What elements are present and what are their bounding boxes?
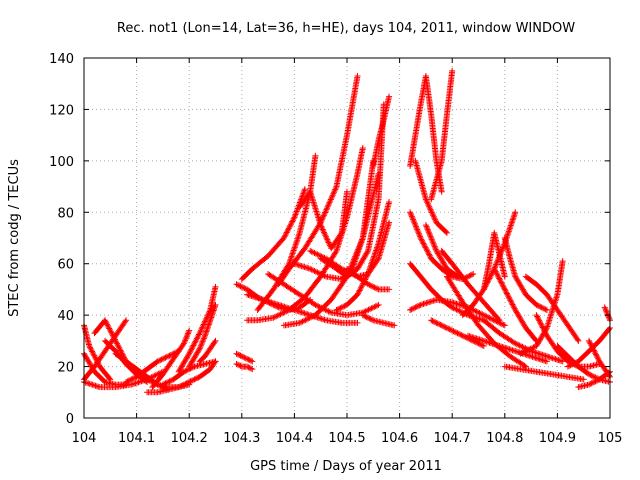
ticks: 104 104.1 104.2 104.3 104.4 104.5 104.6 104.7 10… <box>49 52 622 446</box>
series-track <box>159 358 219 388</box>
series-markers <box>186 301 219 370</box>
series-track <box>428 317 487 349</box>
x-tick-label: 104.8 <box>486 431 523 446</box>
series-track <box>149 327 193 391</box>
series-markers <box>491 265 540 344</box>
series-track <box>144 358 219 396</box>
series-track <box>586 337 613 380</box>
series-markers <box>149 327 193 391</box>
series-track <box>370 93 393 169</box>
series-track <box>175 283 219 375</box>
series-markers <box>522 273 582 344</box>
data-layer <box>81 67 613 396</box>
series-track <box>296 188 350 252</box>
series-track <box>233 361 256 373</box>
series-track <box>480 229 508 293</box>
series-markers <box>370 93 393 169</box>
series-track <box>412 157 450 236</box>
series-markers <box>233 350 256 365</box>
y-tick-label: 80 <box>57 206 74 221</box>
y-tick-label: 100 <box>49 155 74 170</box>
series-markers <box>501 235 550 313</box>
series-markers <box>159 358 219 388</box>
series-track <box>501 235 550 313</box>
series-markers <box>196 337 219 365</box>
series-track <box>422 222 461 280</box>
series-track <box>501 363 587 383</box>
series-track <box>244 291 361 326</box>
x-tick-label: 104.7 <box>434 431 471 446</box>
y-tick-label: 40 <box>57 309 74 324</box>
x-tick-label: 104.4 <box>276 431 313 446</box>
series-markers <box>238 186 308 283</box>
series-track <box>491 265 540 344</box>
x-tick-label: 104.6 <box>381 431 418 446</box>
x-tick-label: 104.9 <box>539 431 576 446</box>
y-tick-label: 20 <box>57 361 74 376</box>
series-markers <box>480 229 508 293</box>
series-track <box>186 301 219 370</box>
grid <box>84 58 610 418</box>
x-tick-label: 104 <box>72 431 97 446</box>
series-markers <box>412 157 450 236</box>
series-markers <box>501 363 587 383</box>
series-markers <box>422 222 461 280</box>
series-track <box>344 265 393 293</box>
series-track <box>522 273 582 344</box>
series-markers <box>244 291 361 326</box>
x-tick-label: 104.1 <box>118 431 155 446</box>
series-markers <box>344 265 393 293</box>
series-markers <box>428 67 456 203</box>
x-tick-label: 104.5 <box>328 431 365 446</box>
series-markers <box>175 283 219 375</box>
series-markers <box>480 317 566 365</box>
series-markers <box>144 358 219 396</box>
x-tick-label: 104.2 <box>171 431 208 446</box>
series-track <box>233 350 256 365</box>
series-track <box>238 186 308 283</box>
series-markers <box>586 337 613 380</box>
y-axis-label: STEC from codg / TECUs <box>7 159 22 317</box>
series-markers <box>296 188 350 252</box>
series-track <box>601 304 613 324</box>
x-axis-label: GPS time / Days of year 2011 <box>250 459 442 474</box>
y-tick-label: 0 <box>66 412 74 427</box>
series-markers <box>233 361 256 373</box>
x-tick-label: 105 <box>598 431 623 446</box>
series-markers <box>359 312 398 329</box>
y-tick-label: 120 <box>49 103 74 118</box>
y-tick-label: 60 <box>57 258 74 273</box>
series-markers <box>601 304 613 324</box>
y-tick-label: 140 <box>49 52 74 67</box>
series-track <box>480 317 566 365</box>
series-track <box>428 67 456 203</box>
series-track <box>359 312 398 329</box>
series-markers <box>428 317 487 349</box>
x-tick-label: 104.3 <box>223 431 260 446</box>
chart-title: Rec. not1 (Lon=14, Lat=36, h=HE), days 1… <box>117 21 575 36</box>
series-track <box>196 337 219 365</box>
